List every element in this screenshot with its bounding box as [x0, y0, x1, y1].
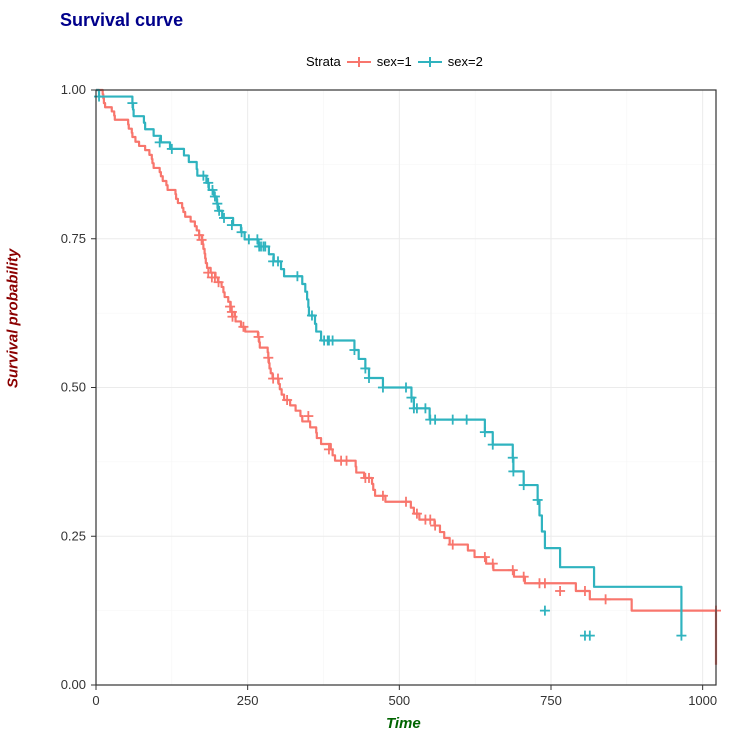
- svg-text:0.75: 0.75: [61, 231, 86, 246]
- svg-text:0.00: 0.00: [61, 677, 86, 692]
- svg-text:0.50: 0.50: [61, 380, 86, 395]
- svg-text:1000: 1000: [688, 693, 717, 708]
- svg-text:250: 250: [237, 693, 259, 708]
- svg-text:0.25: 0.25: [61, 528, 86, 543]
- svg-text:750: 750: [540, 693, 562, 708]
- svg-text:1.00: 1.00: [61, 82, 86, 97]
- svg-text:500: 500: [388, 693, 410, 708]
- survival-plot: 0 250 500 750 1000 0.00 0.25 0.50 0.75 1.00: [0, 0, 752, 755]
- svg-text:0: 0: [92, 693, 99, 708]
